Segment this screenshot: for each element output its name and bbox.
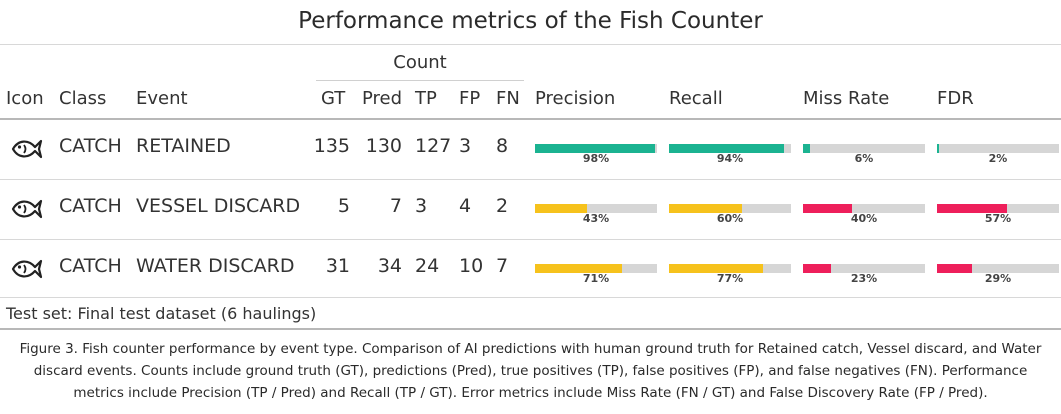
cell-gt: 5 (337, 195, 350, 217)
miss-rate-value: 6% (854, 152, 874, 165)
precision-bar-fill (535, 264, 622, 273)
miss-rate-value: 40% (850, 212, 878, 225)
fish-icon (10, 136, 44, 162)
cell-fn: 2 (496, 195, 509, 217)
precision-bar (535, 204, 657, 213)
precision-bar (535, 264, 657, 273)
fdr-bar (937, 144, 1059, 153)
cell-event: WATER DISCARD (136, 255, 295, 277)
miss-rate-value: 23% (850, 272, 878, 285)
metrics-table: Performance metrics of the Fish Counter … (0, 8, 1061, 330)
fish-icon-svg (11, 199, 43, 219)
header-class: Class (59, 88, 107, 109)
fdr-bar-fill (937, 204, 1007, 213)
count-group-rule (316, 80, 524, 81)
recall-bar-fill (669, 144, 784, 153)
miss-rate-bar-fill (803, 144, 810, 153)
cell-fn: 7 (496, 255, 509, 277)
header-tp: TP (415, 88, 437, 109)
fish-icon (10, 256, 44, 282)
cell-pred: 130 (365, 135, 402, 157)
cell-fp: 10 (459, 255, 484, 277)
recall-bar (669, 144, 791, 153)
cell-gt: 135 (313, 135, 350, 157)
table-title: Performance metrics of the Fish Counter (298, 8, 763, 34)
header-gt: GT (321, 88, 346, 109)
recall-bar (669, 204, 791, 213)
miss-rate-bar-fill (803, 204, 852, 213)
precision-value: 43% (582, 212, 610, 225)
fish-icon (10, 196, 44, 222)
cell-event: RETAINED (136, 135, 231, 157)
header-fn: FN (496, 88, 520, 109)
cell-tp: 127 (415, 135, 452, 157)
header-miss-rate: Miss Rate (803, 88, 890, 109)
header-icon: Icon (6, 88, 44, 109)
fdr-bar (937, 204, 1059, 213)
cell-class: CATCH (59, 135, 122, 157)
body-divider (0, 297, 1061, 298)
header-fdr: FDR (937, 88, 974, 109)
fish-icon-svg (11, 259, 43, 279)
recall-bar (669, 264, 791, 273)
figure-caption: Figure 3. Fish counter performance by ev… (19, 341, 1042, 401)
miss-rate-bar (803, 204, 925, 213)
fdr-bar (937, 264, 1059, 273)
cell-event: VESSEL DISCARD (136, 195, 301, 217)
miss-rate-bar (803, 144, 925, 153)
header-divider (0, 118, 1061, 120)
recall-value: 77% (716, 272, 744, 285)
cell-fp: 3 (459, 135, 472, 157)
fdr-value: 2% (988, 152, 1008, 165)
precision-value: 98% (582, 152, 610, 165)
miss-rate-bar (803, 264, 925, 273)
table-bottom-rule (0, 328, 1061, 330)
cell-class: CATCH (59, 255, 122, 277)
miss-rate-bar-fill (803, 264, 831, 273)
fish-icon-svg (11, 139, 43, 159)
fdr-value: 29% (984, 272, 1012, 285)
count-group-header: Count (393, 52, 447, 73)
header-fp: FP (459, 88, 481, 109)
header-recall: Recall (669, 88, 723, 109)
cell-fn: 8 (496, 135, 509, 157)
precision-bar-fill (535, 144, 655, 153)
recall-bar-fill (669, 264, 763, 273)
precision-bar (535, 144, 657, 153)
precision-value: 71% (582, 272, 610, 285)
header-pred: Pred (362, 88, 403, 109)
cell-tp: 24 (415, 255, 440, 277)
recall-bar-fill (669, 204, 742, 213)
row-divider (0, 239, 1061, 240)
cell-fp: 4 (459, 195, 472, 217)
row-divider (0, 179, 1061, 180)
cell-pred: 34 (377, 255, 402, 277)
cell-class: CATCH (59, 195, 122, 217)
cell-gt: 31 (325, 255, 350, 277)
precision-bar-fill (535, 204, 587, 213)
cell-tp: 3 (415, 195, 428, 217)
cell-pred: 7 (389, 195, 402, 217)
title-divider (0, 44, 1061, 45)
recall-value: 94% (716, 152, 744, 165)
header-precision: Precision (535, 88, 616, 109)
recall-value: 60% (716, 212, 744, 225)
test-set-note: Test set: Final test dataset (6 haulings… (6, 304, 317, 323)
fdr-bar-fill (937, 264, 972, 273)
header-event: Event (136, 88, 188, 109)
fdr-value: 57% (984, 212, 1012, 225)
fdr-bar-fill (937, 144, 939, 153)
